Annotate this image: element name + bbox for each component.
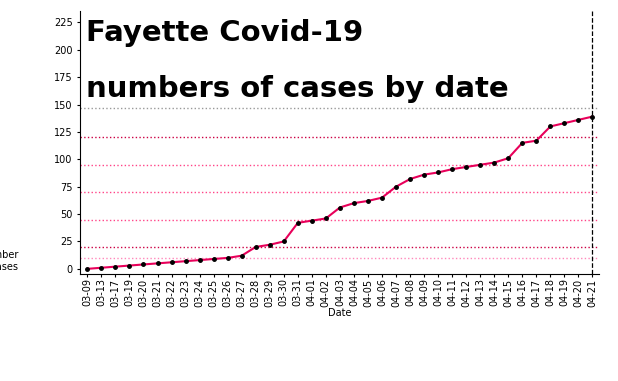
X-axis label: Date: Date: [328, 308, 352, 318]
Y-axis label: Number
of cases: Number of cases: [0, 250, 18, 272]
Text: Fayette Covid-19: Fayette Covid-19: [85, 19, 363, 47]
Text: numbers of cases by date: numbers of cases by date: [85, 75, 508, 102]
